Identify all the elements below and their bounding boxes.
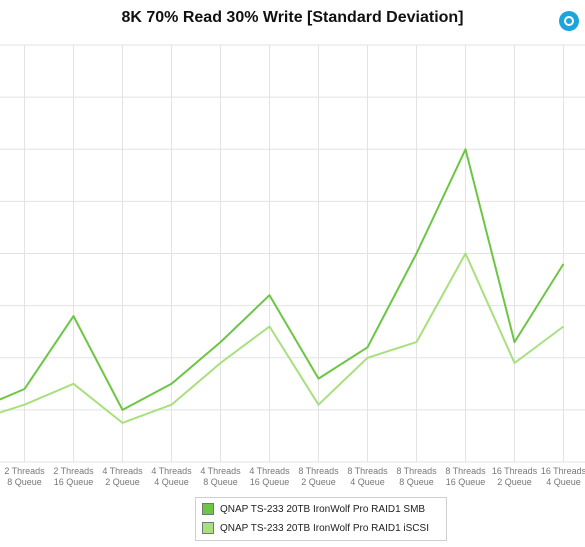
x-tick-label: 2 Threads 16 Queue [53, 466, 94, 487]
x-tick-label: 4 Threads 16 Queue [249, 466, 290, 487]
x-tick-label: 16 Threads 4 Queue [541, 466, 585, 487]
logo-icon [559, 11, 579, 31]
legend: QNAP TS-233 20TB IronWolf Pro RAID1 SMB … [195, 497, 447, 541]
legend-swatch [202, 522, 214, 534]
legend-swatch [202, 503, 214, 515]
legend-item[interactable]: QNAP TS-233 20TB IronWolf Pro RAID1 SMB [202, 500, 425, 518]
x-tick-label: 4 Threads 2 Queue [102, 466, 143, 487]
legend-item[interactable]: QNAP TS-233 20TB IronWolf Pro RAID1 iSCS… [202, 519, 429, 537]
series-line [0, 148, 565, 411]
x-tick-label: 16 Threads 2 Queue [492, 466, 538, 487]
series-line [0, 252, 565, 424]
chart-title: 8K 70% Read 30% Write [Standard Deviatio… [121, 9, 464, 26]
x-tick-label: 8 Threads 8 Queue [396, 466, 437, 487]
x-tick-label: 8 Threads 4 Queue [347, 466, 388, 487]
legend-label: QNAP TS-233 20TB IronWolf Pro RAID1 SMB [220, 503, 426, 515]
x-tick-label: 8 Threads 2 Queue [298, 466, 339, 487]
x-tick-label: 4 Threads 8 Queue [200, 466, 241, 487]
x-tick-label: 2 Threads 8 Queue [4, 466, 45, 487]
legend-label: QNAP TS-233 20TB IronWolf Pro RAID1 iSCS… [220, 522, 429, 534]
x-tick-label: 8 Threads 16 Queue [445, 466, 486, 487]
x-tick-label: 4 Threads 4 Queue [151, 466, 192, 487]
